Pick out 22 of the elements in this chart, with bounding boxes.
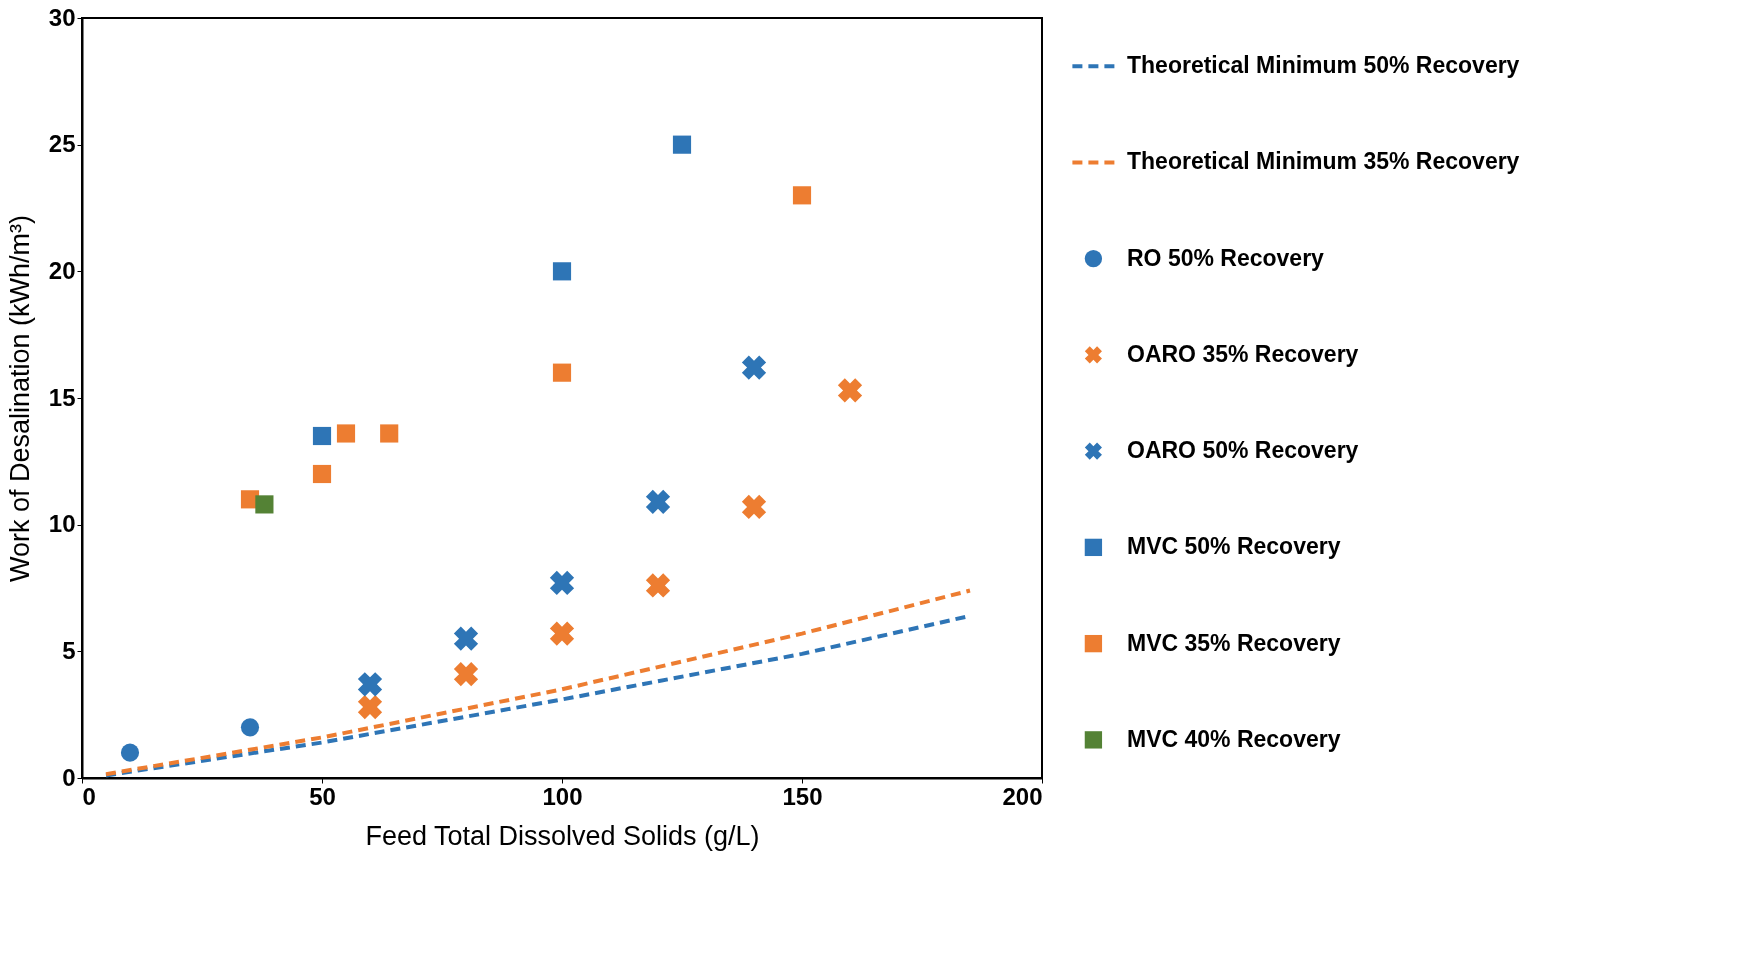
y-tick-label: 5 (62, 636, 76, 664)
legend-label: Theoretical Minimum 35% Recovery (1127, 148, 1520, 175)
x-tick-label: 100 (542, 782, 583, 810)
legend-label: MVC 40% Recovery (1127, 725, 1341, 752)
x-tick-label: 50 (309, 782, 336, 810)
x-tick-label: 200 (1002, 782, 1043, 810)
y-tick-label: 20 (48, 256, 76, 284)
y-tick-label: 30 (48, 3, 76, 31)
y-tick-label: 10 (48, 510, 76, 538)
y-tick-label: 15 (48, 383, 76, 411)
x-axis-title: Feed Total Dissolved Solids (g/L) (365, 820, 760, 851)
legend-label: OARO 50% Recovery (1127, 437, 1359, 464)
y-axis-title: Work of Desalination (kWh/m³) (4, 214, 35, 583)
legend-label: MVC 50% Recovery (1127, 533, 1341, 560)
x-tick-label: 150 (782, 782, 823, 810)
x-tick-label: 0 (82, 782, 96, 810)
legend-label: RO 50% Recovery (1127, 244, 1325, 271)
legend-label: MVC 35% Recovery (1127, 629, 1341, 656)
legend-label: Theoretical Minimum 50% Recovery (1127, 52, 1520, 79)
legend-label: OARO 35% Recovery (1127, 340, 1359, 367)
y-tick-label: 0 (62, 763, 76, 791)
y-tick-label: 25 (48, 130, 76, 158)
